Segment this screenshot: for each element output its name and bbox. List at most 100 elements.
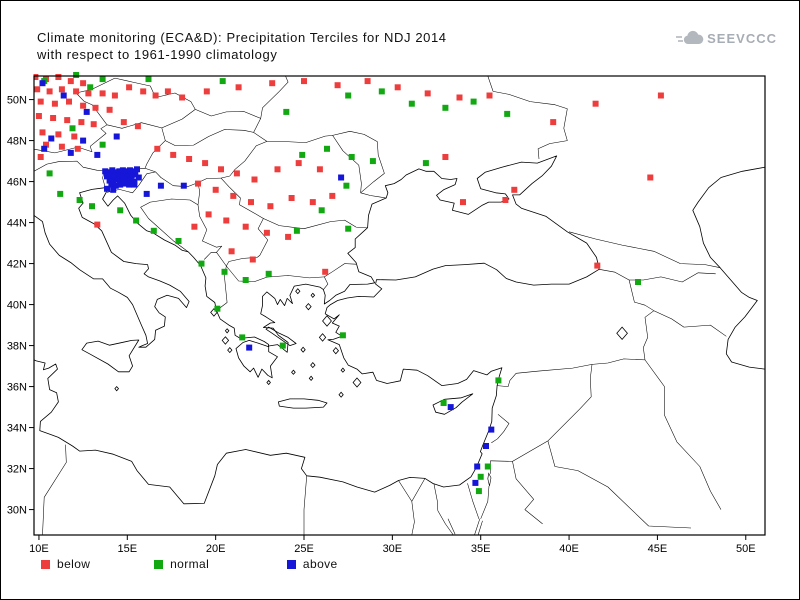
- station-marker-above: [104, 185, 110, 192]
- station-marker-below: [316, 166, 323, 173]
- country-border: [644, 359, 722, 510]
- x-tick-label: 25E: [294, 543, 314, 555]
- x-tick-label: 10E: [29, 543, 49, 555]
- station-marker-above: [41, 145, 48, 152]
- country-border: [266, 135, 333, 143]
- station-marker-above: [60, 92, 67, 99]
- station-marker-above: [102, 168, 109, 175]
- country-border: [433, 483, 439, 511]
- country-border: [467, 483, 480, 519]
- country-border: [106, 171, 156, 194]
- y-tick-label: 32N: [7, 464, 27, 476]
- station-marker-normal: [283, 108, 290, 115]
- islet-outline: [322, 315, 332, 327]
- islet-outline: [300, 346, 306, 353]
- station-marker-below: [550, 119, 557, 126]
- station-marker-above: [110, 186, 117, 193]
- country-border: [42, 444, 67, 536]
- station-marker-below: [285, 233, 292, 240]
- station-marker-below: [263, 229, 270, 236]
- country-border: [303, 475, 307, 535]
- station-marker-normal: [69, 125, 76, 132]
- station-marker-below: [288, 195, 295, 201]
- station-marker-above: [472, 479, 479, 486]
- station-marker-normal: [239, 334, 246, 341]
- station-marker-below: [274, 166, 281, 173]
- station-marker-above: [113, 133, 120, 140]
- station-marker-below: [329, 192, 336, 199]
- station-marker-normal: [440, 400, 447, 406]
- country-border: [497, 358, 646, 387]
- station-marker-above: [104, 173, 110, 180]
- station-marker-normal: [279, 342, 286, 349]
- stations: [33, 72, 664, 495]
- station-marker-below: [592, 100, 599, 107]
- islet-outline: [340, 367, 346, 373]
- station-marker-below: [94, 221, 101, 228]
- station-marker-normal: [442, 104, 449, 111]
- station-marker-below: [205, 211, 212, 218]
- country-border: [253, 118, 261, 133]
- station-marker-below: [74, 145, 81, 152]
- station-marker-above: [125, 173, 132, 180]
- station-marker-above: [114, 172, 121, 179]
- island-outline: [432, 393, 474, 415]
- country-border: [628, 279, 655, 311]
- x-tick-label: 20E: [206, 543, 226, 555]
- country-border: [75, 92, 108, 125]
- station-marker-normal: [343, 182, 350, 189]
- station-marker-below: [251, 176, 258, 183]
- station-marker-below: [202, 160, 209, 167]
- station-marker-below: [248, 199, 254, 206]
- country-border: [547, 364, 593, 442]
- station-marker-below: [92, 104, 99, 111]
- country-border: [629, 272, 716, 283]
- station-marker-below: [37, 154, 44, 160]
- station-marker-normal: [477, 473, 484, 480]
- station-marker-normal: [475, 488, 482, 495]
- country-border: [106, 122, 162, 129]
- country-border: [197, 204, 227, 267]
- country-border: [360, 192, 387, 199]
- country-border: [332, 135, 362, 193]
- station-marker-normal: [339, 332, 346, 339]
- station-marker-above: [447, 404, 454, 411]
- station-marker-above: [109, 167, 116, 174]
- station-marker-normal: [219, 78, 226, 85]
- y-tick-label: 34N: [7, 423, 27, 435]
- country-border: [257, 218, 269, 258]
- seevccc-logo: SEEVCCC: [675, 29, 777, 47]
- station-marker-above: [121, 180, 128, 187]
- x-tick-label: 35E: [471, 543, 491, 555]
- station-marker-above: [126, 181, 133, 188]
- station-marker-below: [242, 223, 249, 230]
- station-marker-normal: [133, 217, 140, 224]
- station-marker-below: [269, 80, 276, 87]
- normal-swatch: [154, 559, 164, 569]
- station-marker-above: [116, 168, 123, 175]
- station-marker-below: [80, 80, 87, 87]
- islet-outline: [338, 391, 344, 398]
- coastline: [692, 166, 765, 370]
- station-marker-below: [203, 88, 210, 95]
- station-marker-below: [154, 145, 161, 152]
- station-marker-above: [131, 181, 138, 188]
- country-border: [144, 127, 166, 169]
- station-marker-below: [235, 84, 242, 91]
- station-marker-below: [295, 160, 302, 167]
- station-marker-below: [218, 166, 224, 173]
- country-border: [491, 414, 510, 444]
- station-marker-normal: [221, 268, 228, 275]
- islet-outline: [616, 326, 628, 341]
- country-border: [474, 518, 481, 536]
- y-tick-label: 36N: [7, 382, 27, 394]
- station-marker-below: [456, 94, 463, 101]
- station-marker-below: [309, 199, 316, 206]
- station-marker-above: [123, 168, 130, 175]
- station-marker-normal: [265, 270, 272, 277]
- station-marker-below: [230, 192, 237, 199]
- station-marker-below: [46, 88, 53, 95]
- station-marker-below: [249, 256, 256, 263]
- y-tick-label: 46N: [7, 177, 27, 189]
